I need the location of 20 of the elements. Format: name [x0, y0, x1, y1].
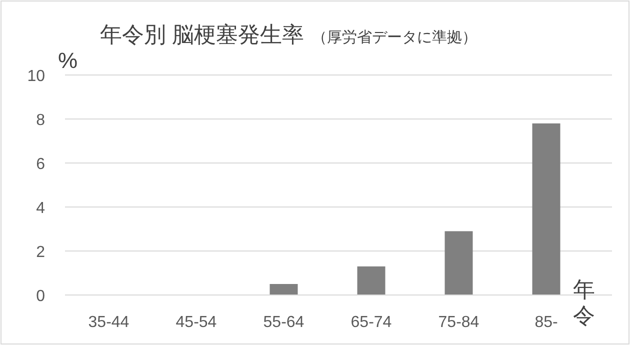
y-tick-label: 2 [36, 244, 46, 261]
x-tick-label: 65-74 [350, 314, 392, 331]
y-tick-label: 8 [36, 112, 46, 129]
x-tick-label: 55-64 [263, 314, 304, 331]
y-tick-label: 4 [36, 200, 46, 217]
x-tick-label: 35-44 [88, 314, 130, 331]
chart-title: 年令別 脳梗塞発生率 [100, 22, 304, 47]
x-tick-label: 45-54 [176, 314, 217, 331]
y-tick-label: 0 [36, 288, 46, 305]
bar [357, 266, 386, 295]
y-tick-label: 10 [27, 68, 46, 85]
y-axis-title: % [58, 48, 78, 73]
chart-subtitle: （厚労省データに準拠） [312, 29, 478, 46]
x-tick-label: 75-84 [438, 314, 480, 331]
bar [444, 231, 473, 295]
x-axis-title: 年令 [573, 277, 595, 328]
bar [270, 284, 298, 295]
y-tick-label: 6 [36, 156, 46, 173]
x-tick-label: 85- [534, 314, 558, 331]
bar [532, 123, 560, 295]
